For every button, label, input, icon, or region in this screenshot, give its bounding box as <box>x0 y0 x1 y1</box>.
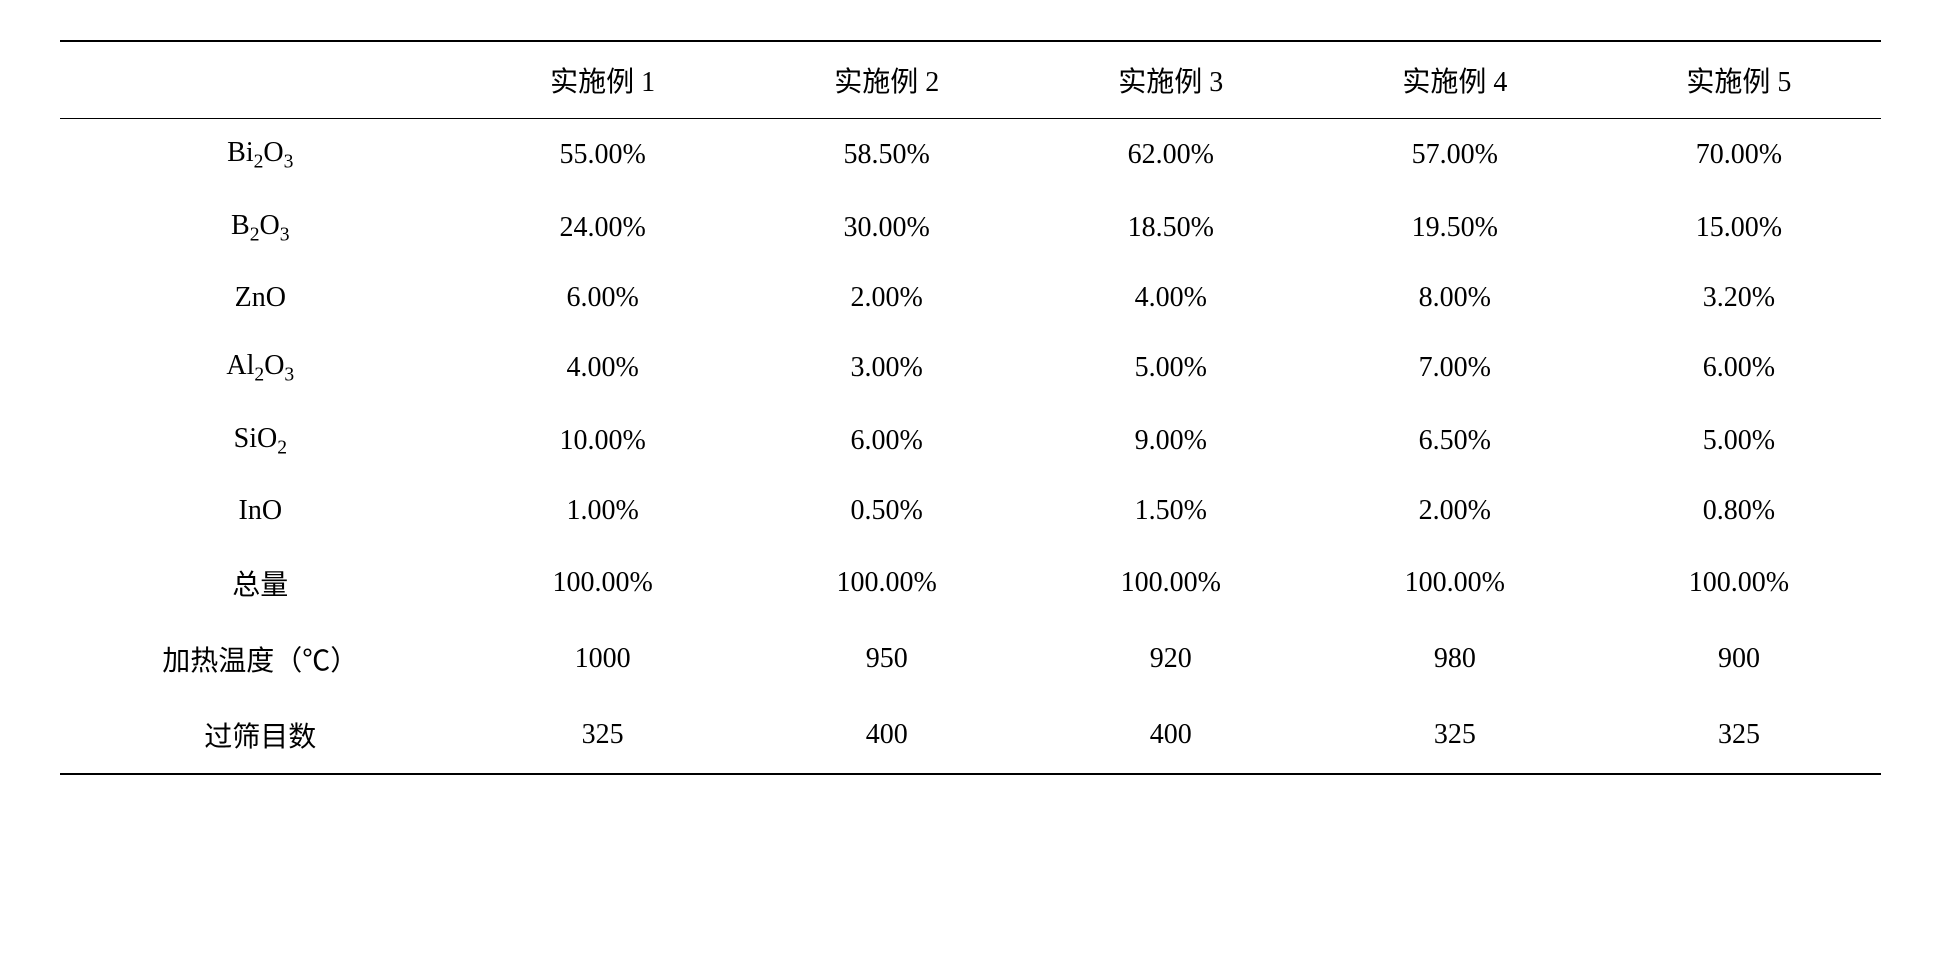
cell: 3.00% <box>745 332 1029 405</box>
cell: 900 <box>1597 621 1881 697</box>
table-row: B2O3 24.00% 30.00% 18.50% 19.50% 15.00% <box>60 192 1881 265</box>
cell: 325 <box>1597 697 1881 774</box>
cell: 1.50% <box>1029 477 1313 545</box>
table-row: 过筛目数 325 400 400 325 325 <box>60 697 1881 774</box>
table-body: Bi2O3 55.00% 58.50% 62.00% 57.00% 70.00%… <box>60 119 1881 775</box>
header-col-1: 实施例 1 <box>461 41 745 119</box>
cell: 5.00% <box>1597 405 1881 478</box>
cell: 100.00% <box>461 545 745 621</box>
row-label: Al2O3 <box>60 332 461 405</box>
cell: 58.50% <box>745 119 1029 192</box>
cell: 100.00% <box>745 545 1029 621</box>
cell: 57.00% <box>1313 119 1597 192</box>
cell: 920 <box>1029 621 1313 697</box>
cell: 950 <box>745 621 1029 697</box>
cell: 325 <box>461 697 745 774</box>
cell: 1.00% <box>461 477 745 545</box>
cell: 980 <box>1313 621 1597 697</box>
cell: 1000 <box>461 621 745 697</box>
cell: 400 <box>745 697 1029 774</box>
header-col-5: 实施例 5 <box>1597 41 1881 119</box>
cell: 18.50% <box>1029 192 1313 265</box>
cell: 6.50% <box>1313 405 1597 478</box>
row-label: SiO2 <box>60 405 461 478</box>
cell: 24.00% <box>461 192 745 265</box>
cell: 2.00% <box>745 264 1029 332</box>
composition-table: 实施例 1 实施例 2 实施例 3 实施例 4 实施例 5 Bi2O3 55.0… <box>60 40 1881 775</box>
cell: 10.00% <box>461 405 745 478</box>
cell: 100.00% <box>1313 545 1597 621</box>
row-label: B2O3 <box>60 192 461 265</box>
table-row: ZnO 6.00% 2.00% 4.00% 8.00% 3.20% <box>60 264 1881 332</box>
header-col-4: 实施例 4 <box>1313 41 1597 119</box>
table-row: 总量 100.00% 100.00% 100.00% 100.00% 100.0… <box>60 545 1881 621</box>
header-col-2: 实施例 2 <box>745 41 1029 119</box>
cell: 30.00% <box>745 192 1029 265</box>
row-label: Bi2O3 <box>60 119 461 192</box>
row-label: 总量 <box>60 545 461 621</box>
cell: 15.00% <box>1597 192 1881 265</box>
cell: 100.00% <box>1597 545 1881 621</box>
header-col-3: 实施例 3 <box>1029 41 1313 119</box>
cell: 100.00% <box>1029 545 1313 621</box>
table-row: InO 1.00% 0.50% 1.50% 2.00% 0.80% <box>60 477 1881 545</box>
cell: 4.00% <box>461 332 745 405</box>
cell: 0.80% <box>1597 477 1881 545</box>
row-label: InO <box>60 477 461 545</box>
cell: 2.00% <box>1313 477 1597 545</box>
table-header-row: 实施例 1 实施例 2 实施例 3 实施例 4 实施例 5 <box>60 41 1881 119</box>
row-label: 过筛目数 <box>60 697 461 774</box>
cell: 325 <box>1313 697 1597 774</box>
cell: 70.00% <box>1597 119 1881 192</box>
cell: 400 <box>1029 697 1313 774</box>
cell: 6.00% <box>1597 332 1881 405</box>
cell: 8.00% <box>1313 264 1597 332</box>
header-empty <box>60 41 461 119</box>
cell: 5.00% <box>1029 332 1313 405</box>
table-row: 加热温度（℃） 1000 950 920 980 900 <box>60 621 1881 697</box>
cell: 7.00% <box>1313 332 1597 405</box>
row-label: ZnO <box>60 264 461 332</box>
cell: 19.50% <box>1313 192 1597 265</box>
row-label: 加热温度（℃） <box>60 621 461 697</box>
cell: 62.00% <box>1029 119 1313 192</box>
cell: 55.00% <box>461 119 745 192</box>
cell: 9.00% <box>1029 405 1313 478</box>
cell: 4.00% <box>1029 264 1313 332</box>
table-row: Bi2O3 55.00% 58.50% 62.00% 57.00% 70.00% <box>60 119 1881 192</box>
table-row: Al2O3 4.00% 3.00% 5.00% 7.00% 6.00% <box>60 332 1881 405</box>
table-row: SiO2 10.00% 6.00% 9.00% 6.50% 5.00% <box>60 405 1881 478</box>
cell: 6.00% <box>461 264 745 332</box>
cell: 0.50% <box>745 477 1029 545</box>
cell: 6.00% <box>745 405 1029 478</box>
cell: 3.20% <box>1597 264 1881 332</box>
